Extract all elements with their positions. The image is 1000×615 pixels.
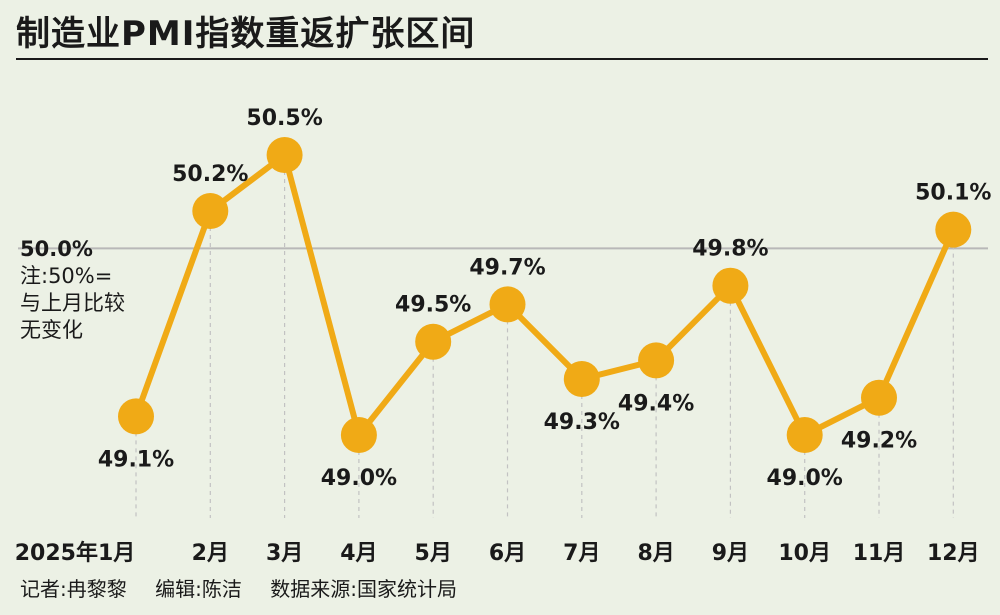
x-tick-label: 6月 bbox=[489, 541, 526, 566]
reporter-credit: 记者:冉黎黎 bbox=[20, 577, 127, 601]
data-label: 50.2% bbox=[172, 162, 248, 187]
data-point bbox=[638, 342, 675, 379]
data-point bbox=[489, 286, 526, 323]
title-divider bbox=[16, 58, 988, 60]
data-point bbox=[563, 361, 600, 398]
reference-note-line-3: 无变化 bbox=[20, 318, 83, 342]
data-label: 49.5% bbox=[395, 293, 471, 318]
data-point bbox=[118, 398, 154, 435]
series-line bbox=[133, 152, 957, 439]
x-tick-label: 2025年1月 bbox=[15, 540, 136, 566]
editor-credit: 编辑:陈洁 bbox=[155, 577, 242, 601]
reference-value-label: 50.0% bbox=[20, 237, 93, 261]
reference-note-line-2: 与上月比较 bbox=[20, 291, 125, 315]
data-label: 49.2% bbox=[841, 429, 917, 454]
x-tick-label: 8月 bbox=[637, 541, 674, 566]
data-label: 49.1% bbox=[98, 447, 174, 472]
data-label: 49.4% bbox=[618, 391, 694, 416]
source-credit: 数据来源:国家统计局 bbox=[270, 577, 457, 601]
reference-note-line-1: 注:50%= bbox=[20, 264, 113, 288]
data-point bbox=[266, 137, 303, 173]
data-point bbox=[786, 417, 823, 454]
data-point bbox=[935, 211, 972, 248]
data-label: 49.7% bbox=[469, 255, 545, 280]
data-point bbox=[192, 193, 229, 230]
data-point bbox=[415, 323, 452, 360]
chart-title: 制造业PMI指数重返扩张区间 bbox=[16, 14, 476, 54]
x-tick-label: 2月 bbox=[192, 541, 229, 566]
x-tick-label: 9月 bbox=[712, 541, 749, 566]
data-point bbox=[861, 379, 897, 416]
reference-annotation: 50.0% 注:50%= 与上月比较 无变化 bbox=[20, 236, 125, 344]
data-point bbox=[340, 417, 377, 454]
data-label: 50.5% bbox=[246, 106, 322, 131]
x-tick-label: 12月 bbox=[927, 541, 980, 566]
data-label: 50.1% bbox=[915, 181, 991, 206]
credits: 记者:冉黎黎 编辑:陈洁 数据来源:国家统计局 bbox=[20, 573, 479, 602]
data-point bbox=[712, 267, 749, 304]
x-tick-label: 5月 bbox=[415, 541, 452, 566]
x-tick-label: 4月 bbox=[340, 541, 377, 566]
data-label: 49.0% bbox=[767, 466, 843, 491]
x-tick-label: 10月 bbox=[778, 541, 831, 566]
x-tick-label: 7月 bbox=[563, 541, 600, 566]
x-tick-label: 3月 bbox=[266, 541, 303, 566]
data-label: 49.0% bbox=[321, 466, 397, 491]
data-label: 49.3% bbox=[544, 410, 620, 435]
data-label: 49.8% bbox=[692, 237, 768, 262]
x-tick-label: 11月 bbox=[853, 541, 906, 566]
